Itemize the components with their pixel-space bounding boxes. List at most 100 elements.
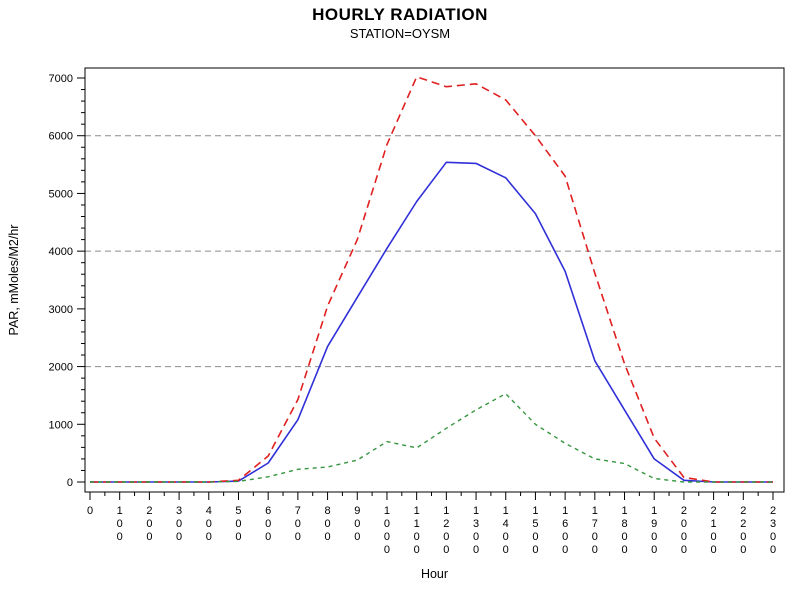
x-tick-label: 0 [473,531,479,543]
x-tick-label: 2 [740,505,746,517]
x-tick-label: 0 [295,518,301,530]
x-axis-title: Hour [421,567,448,581]
x-tick-label: 8 [325,505,331,517]
x-tick-label: 1 [384,505,390,517]
y-tick-label: 2000 [49,362,73,374]
y-axis-title: PAR, mMoles/M2/hr [7,225,21,336]
x-tick-label: 0 [87,505,93,517]
x-tick-label: 2 [681,505,687,517]
x-tick-label: 0 [532,544,538,556]
x-tick-label: 3 [473,518,479,530]
series-line-blue-solid-series [90,161,773,483]
x-tick-label: 0 [265,518,271,530]
x-tick-label: 0 [592,544,598,556]
x-tick-label: 0 [443,531,449,543]
x-tick-label: 4 [206,505,212,517]
x-tick-label: 1 [117,505,123,517]
x-tick-label: 1 [532,505,538,517]
x-tick-label: 0 [384,531,390,543]
x-tick-label: 3 [770,518,776,530]
x-tick-label: 0 [443,544,449,556]
x-tick-label: 1 [711,518,717,530]
x-tick-label: 2 [770,505,776,517]
x-tick-label: 3 [176,505,182,517]
x-tick-label: 0 [651,531,657,543]
x-tick-label: 2 [740,518,746,530]
x-tick-label: 0 [384,518,390,530]
x-tick-label: 1 [473,505,479,517]
x-tick-label: 0 [711,544,717,556]
x-tick-label: 0 [681,518,687,530]
x-tick-label: 0 [117,518,123,530]
x-tick-label: 0 [235,531,241,543]
x-tick-label: 0 [592,531,598,543]
x-tick-label: 0 [681,531,687,543]
x-tick-label: 0 [621,544,627,556]
x-tick-label: 1 [651,505,657,517]
plot-frame [84,67,785,493]
y-tick-label: 3000 [49,304,73,316]
x-tick-label: 0 [740,531,746,543]
x-tick-label: 1 [621,505,627,517]
x-tick-label: 6 [562,518,568,530]
x-tick-label: 0 [206,518,212,530]
x-tick-label: 0 [770,531,776,543]
x-tick-label: 7 [592,518,598,530]
x-tick-label: 1 [443,505,449,517]
x-tick-label: 0 [146,518,152,530]
y-tick-label: 6000 [49,131,73,143]
x-tick-label: 9 [354,505,360,517]
x-tick-label: 1 [592,505,598,517]
x-tick-label: 0 [176,518,182,530]
x-tick-label: 0 [265,531,271,543]
x-tick-label: 0 [354,518,360,530]
x-tick-label: 0 [414,531,420,543]
x-tick-label: 0 [770,544,776,556]
x-tick-label: 2 [443,518,449,530]
series-line-red-dashed-series [90,76,773,483]
chart-title: HOURLY RADIATION [312,5,488,24]
x-tick-label: 2 [711,505,717,517]
x-tick-label: 0 [651,544,657,556]
x-tick-label: 0 [503,544,509,556]
y-tick-label: 5000 [49,188,73,200]
x-tick-label: 0 [562,531,568,543]
x-tick-label: 0 [532,531,538,543]
y-tick-label: 7000 [49,73,73,85]
series-line-green-dashed-series [90,393,773,483]
x-tick-label: 0 [325,531,331,543]
x-tick-label: 0 [621,531,627,543]
x-tick-label: 0 [414,544,420,556]
x-tick-label: 0 [354,531,360,543]
x-tick-label: 0 [740,544,746,556]
x-tick-label: 0 [206,531,212,543]
x-tick-label: 9 [651,518,657,530]
y-tick-label: 4000 [49,246,73,258]
x-tick-label: 0 [711,531,717,543]
x-tick-label: 8 [621,518,627,530]
x-tick-label: 0 [503,531,509,543]
x-tick-label: 0 [176,531,182,543]
x-tick-label: 4 [503,518,509,530]
chart-subtitle: STATION=OYSM [349,26,451,41]
x-tick-label: 6 [265,505,271,517]
x-tick-label: 1 [414,505,420,517]
x-tick-label: 1 [503,505,509,517]
x-tick-label: 7 [295,505,301,517]
x-tick-label: 0 [117,531,123,543]
x-tick-label: 1 [562,505,568,517]
x-tick-label: 0 [384,544,390,556]
x-tick-label: 5 [532,518,538,530]
x-tick-label: 0 [295,531,301,543]
x-tick-label: 1 [414,518,420,530]
y-tick-label: 0 [67,477,73,489]
x-tick-label: 0 [473,544,479,556]
y-tick-label: 1000 [49,419,73,431]
x-tick-label: 0 [681,544,687,556]
x-tick-label: 0 [235,518,241,530]
x-tick-label: 0 [146,531,152,543]
x-tick-label: 2 [146,505,152,517]
x-tick-label: 5 [235,505,241,517]
